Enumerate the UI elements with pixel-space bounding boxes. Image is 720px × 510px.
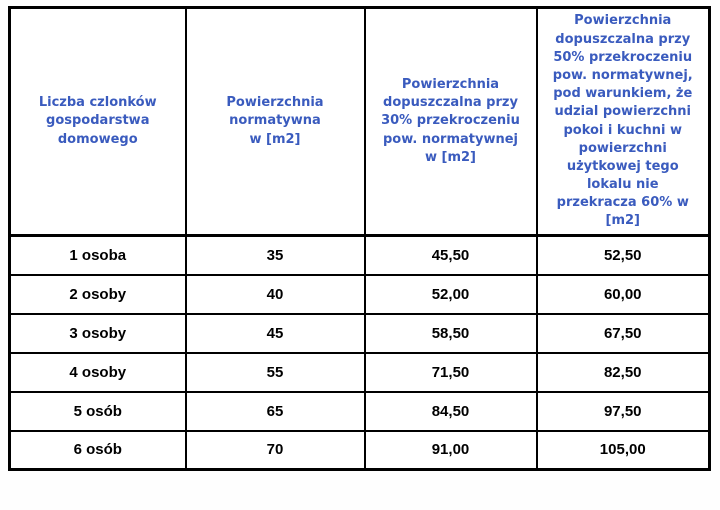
column-header-normative-area: Powierzchnia normatywna w [m2]: [184, 6, 366, 237]
table-cell: 55: [184, 351, 366, 393]
table-cell: 45,50: [363, 234, 538, 276]
table-cell: 45: [184, 312, 366, 354]
table-cell: 1 osoba: [8, 234, 187, 276]
table-cell: 82,50: [535, 351, 711, 393]
table-row: 4 osoby 55 71,50 82,50: [8, 351, 711, 393]
table-container: Liczba czlonków gospodarstwa domowego Po…: [8, 6, 711, 471]
housing-area-table: Liczba czlonków gospodarstwa domowego Po…: [8, 6, 711, 471]
table-cell: 91,00: [363, 429, 538, 471]
column-header-allowed-50pct: Powierzchnia dopuszczalna przy 50% przek…: [535, 6, 711, 237]
table-cell: 40: [184, 273, 366, 315]
table-cell: 5 osób: [8, 390, 187, 432]
table-cell: 65: [184, 390, 366, 432]
table-cell: 35: [184, 234, 366, 276]
table-cell: 105,00: [535, 429, 711, 471]
table-cell: 97,50: [535, 390, 711, 432]
table-cell: 52,00: [363, 273, 538, 315]
table-cell: 84,50: [363, 390, 538, 432]
table-row: 1 osoba 35 45,50 52,50: [8, 234, 711, 276]
table-cell: 58,50: [363, 312, 538, 354]
table-cell: 52,50: [535, 234, 711, 276]
table-cell: 6 osób: [8, 429, 187, 471]
table-cell: 4 osoby: [8, 351, 187, 393]
table-row: 3 osoby 45 58,50 67,50: [8, 312, 711, 354]
table-cell: 60,00: [535, 273, 711, 315]
table-row: 5 osób 65 84,50 97,50: [8, 390, 711, 432]
table-cell: 3 osoby: [8, 312, 187, 354]
table-cell: 2 osoby: [8, 273, 187, 315]
column-header-household-members: Liczba czlonków gospodarstwa domowego: [8, 6, 187, 237]
table-cell: 70: [184, 429, 366, 471]
table-cell: 67,50: [535, 312, 711, 354]
column-header-allowed-30pct: Powierzchnia dopuszczalna przy 30% przek…: [363, 6, 538, 237]
table-header: Liczba czlonków gospodarstwa domowego Po…: [8, 6, 711, 237]
table-cell: 71,50: [363, 351, 538, 393]
table-row: 2 osoby 40 52,00 60,00: [8, 273, 711, 315]
table-body: 1 osoba 35 45,50 52,50 2 osoby 40 52,00 …: [8, 234, 711, 471]
table-row: 6 osób 70 91,00 105,00: [8, 429, 711, 471]
header-row: Liczba czlonków gospodarstwa domowego Po…: [8, 6, 711, 237]
